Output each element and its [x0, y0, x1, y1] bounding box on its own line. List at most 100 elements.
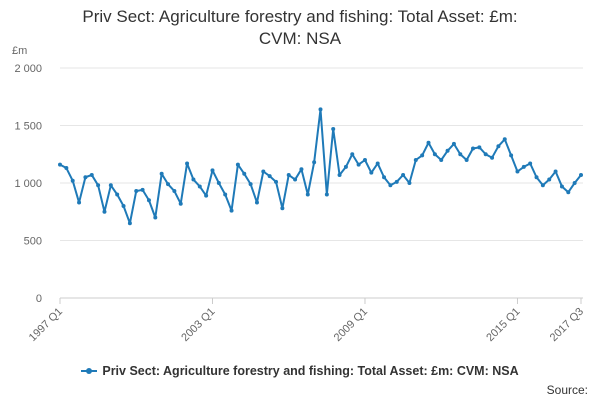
data-point[interactable] — [445, 148, 450, 153]
data-point[interactable] — [420, 153, 425, 158]
data-point[interactable] — [210, 168, 215, 173]
data-point[interactable] — [178, 201, 183, 206]
data-point[interactable] — [540, 183, 545, 188]
x-tick-label: 2017 Q3 — [548, 306, 586, 344]
gridlines — [60, 67, 583, 299]
data-point[interactable] — [159, 171, 164, 176]
data-point[interactable] — [70, 178, 75, 183]
data-point[interactable] — [483, 152, 488, 157]
data-point[interactable] — [286, 172, 291, 177]
data-point[interactable] — [458, 152, 463, 157]
data-point[interactable] — [343, 164, 348, 169]
data-point[interactable] — [515, 169, 520, 174]
data-point[interactable] — [362, 158, 367, 162]
data-point[interactable] — [254, 200, 259, 205]
data-point[interactable] — [534, 175, 539, 180]
data-point[interactable] — [280, 206, 285, 211]
data-point[interactable] — [382, 175, 387, 180]
y-tick-label: 0 — [36, 293, 42, 305]
data-point[interactable] — [172, 189, 177, 194]
data-point[interactable] — [521, 164, 526, 169]
data-point[interactable] — [350, 152, 355, 157]
data-point[interactable] — [413, 158, 418, 162]
data-point[interactable] — [77, 200, 82, 205]
data-point[interactable] — [140, 187, 145, 192]
data-point[interactable] — [566, 190, 571, 195]
data-point[interactable] — [401, 172, 406, 177]
data-point[interactable] — [356, 162, 361, 167]
y-tick-label: 1 000 — [14, 178, 42, 190]
legend-swatch — [81, 367, 98, 374]
data-point[interactable] — [115, 192, 120, 197]
data-point[interactable] — [477, 145, 482, 150]
source-label: Source: — [546, 383, 588, 397]
data-point[interactable] — [261, 169, 266, 174]
data-point[interactable] — [153, 215, 158, 220]
data-point[interactable] — [509, 153, 514, 158]
data-point[interactable] — [394, 179, 399, 184]
data-point[interactable] — [502, 137, 507, 142]
data-point[interactable] — [553, 169, 558, 174]
data-point[interactable] — [559, 184, 564, 189]
x-tick-label: 2003 Q1 — [179, 306, 217, 344]
chart-title: Priv Sect: Agriculture forestry and fish… — [0, 6, 600, 50]
data-point[interactable] — [547, 177, 552, 182]
legend-label: Priv Sect: Agriculture forestry and fish… — [102, 364, 519, 378]
data-point[interactable] — [299, 167, 304, 172]
data-point[interactable] — [223, 192, 228, 197]
data-point[interactable] — [191, 177, 196, 182]
data-point[interactable] — [293, 177, 298, 182]
data-point[interactable] — [216, 181, 221, 185]
data-point[interactable] — [331, 126, 336, 131]
data-point[interactable] — [324, 192, 329, 197]
legend[interactable]: Priv Sect: Agriculture forestry and fish… — [0, 364, 600, 378]
y-tick-label: 500 — [24, 236, 42, 248]
y-tick-label: 2 000 — [14, 63, 42, 75]
data-point[interactable] — [242, 171, 247, 176]
data-point[interactable] — [426, 140, 431, 145]
data-point[interactable] — [83, 175, 88, 180]
x-axis: 1997 Q1 2003 Q1 2009 Q1 2015 Q1 2017 Q3 — [27, 297, 586, 344]
data-point[interactable] — [89, 172, 94, 177]
data-point[interactable] — [248, 182, 253, 187]
data-point[interactable] — [470, 146, 475, 151]
chart-title-line-1: Priv Sect: Agriculture forestry and fish… — [82, 7, 518, 26]
data-point[interactable] — [337, 172, 342, 177]
data-point[interactable] — [121, 204, 126, 208]
data-point[interactable] — [96, 183, 101, 188]
data-point[interactable] — [432, 152, 437, 157]
x-tick-label: 2015 Q1 — [484, 306, 522, 344]
data-point[interactable] — [108, 183, 113, 188]
data-point[interactable] — [407, 181, 412, 185]
data-point[interactable] — [579, 172, 583, 177]
data-point[interactable] — [102, 209, 107, 214]
data-point[interactable] — [312, 160, 317, 165]
data-point[interactable] — [146, 198, 151, 203]
data-point[interactable] — [388, 183, 393, 188]
data-point[interactable] — [451, 141, 456, 146]
data-point[interactable] — [305, 192, 310, 197]
data-point[interactable] — [197, 184, 202, 189]
data-point[interactable] — [274, 179, 279, 184]
data-point[interactable] — [166, 182, 171, 187]
data-point[interactable] — [64, 166, 69, 171]
data-point[interactable] — [185, 161, 190, 166]
data-point[interactable] — [572, 181, 577, 185]
data-point[interactable] — [464, 158, 469, 162]
data-point[interactable] — [204, 193, 209, 198]
data-point[interactable] — [528, 161, 533, 166]
data-point[interactable] — [318, 107, 323, 112]
y-tick-label: 1 500 — [14, 121, 42, 133]
data-point[interactable] — [267, 174, 272, 179]
data-point[interactable] — [134, 189, 139, 194]
data-point[interactable] — [490, 155, 495, 160]
y-axis-label: £m — [12, 45, 27, 57]
data-point[interactable] — [369, 170, 374, 175]
data-point[interactable] — [496, 144, 501, 149]
data-point[interactable] — [375, 161, 380, 166]
data-point[interactable] — [127, 221, 132, 226]
data-point[interactable] — [229, 208, 234, 213]
data-point[interactable] — [439, 158, 444, 162]
data-point[interactable] — [58, 162, 62, 167]
data-point[interactable] — [235, 162, 240, 167]
